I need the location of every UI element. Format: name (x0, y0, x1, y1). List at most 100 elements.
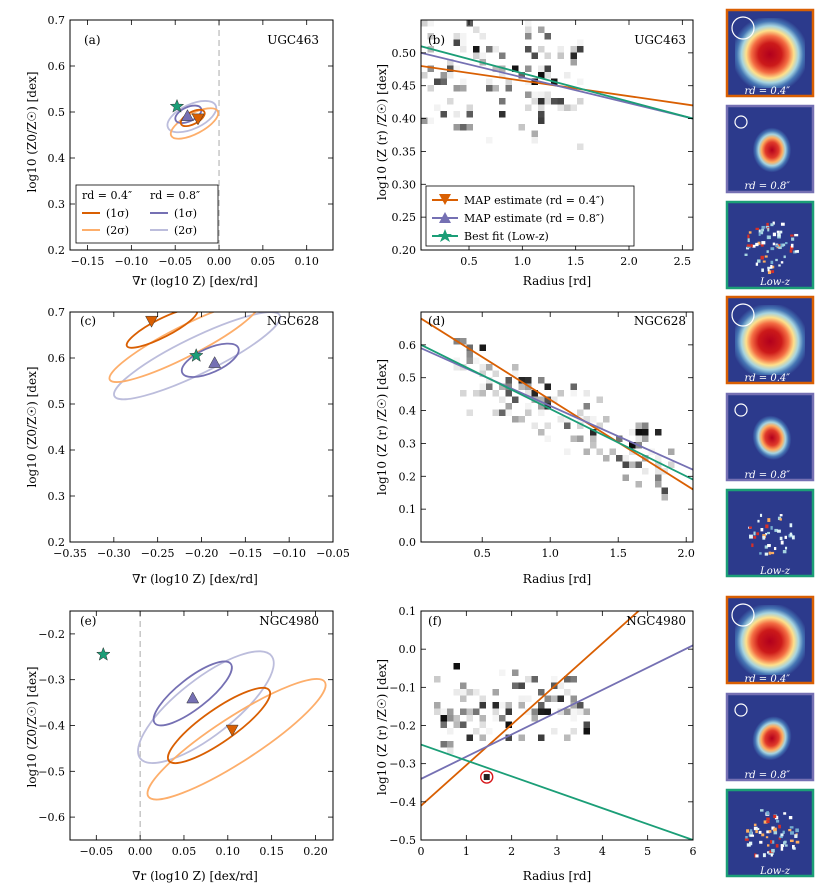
thumbnail-lowz-pixel (748, 526, 752, 529)
panel-f-xlabel: Radius [rd] (523, 869, 591, 883)
panel-b-density-cell (557, 104, 564, 111)
panel-d-density-cell (538, 429, 545, 436)
panel-b-density-cell (525, 46, 532, 53)
thumbnail-lowz-pixel (761, 225, 765, 229)
panel-e-xtick-label: −0.05 (79, 845, 113, 858)
panel-d-density-cell (512, 396, 519, 403)
panel-f-density-cell (512, 669, 519, 676)
panel-b-galaxy: UGC463 (634, 33, 686, 47)
panel-b-density-cell (427, 20, 434, 27)
thumbnail-lowz-pixel (784, 546, 788, 550)
legend-entry-bestfit: Best fit (Low-z) (464, 230, 549, 243)
thumbnail-lowz-pixel (780, 833, 784, 837)
thumbnail-lowz-pixel (777, 232, 781, 237)
thumbnail-lowz-pixel (766, 811, 769, 815)
thumbnail-lowz-pixel (761, 241, 766, 245)
thumbnail-psf-blob (735, 18, 805, 88)
thumbnail-lowz-pixel (784, 535, 787, 539)
thumbnail-lowz-pixel (758, 232, 761, 236)
panel-d-density-cell (466, 344, 473, 351)
panel-d-density-cell (661, 487, 668, 494)
panel-f-density-cell (473, 708, 480, 715)
panel-b-density-cell (525, 26, 532, 33)
panel-f-ytick-label: −0.1 (389, 681, 416, 694)
panel-d-density-cell (622, 474, 629, 481)
panel-f-density-cell (531, 676, 538, 683)
panel-d-ytick-label: 0.5 (399, 372, 417, 385)
thumbnail-lowz-pixel (770, 265, 773, 269)
panel-f-density-cell (564, 676, 571, 683)
thumbnail-lowz-pixel (785, 844, 788, 847)
panel-b-density-cell (571, 7, 578, 14)
panel-f-density-cell (570, 715, 577, 722)
panel-b-density-cell (440, 78, 447, 85)
panel-d-density-cell (479, 370, 486, 377)
thumbnail-lowz-pixel (782, 841, 786, 845)
panel-f-density-cell (564, 708, 571, 715)
panel-c-marker-star (188, 347, 204, 362)
panel-b-density-cell (421, 72, 428, 79)
panel-f-ytick-label: −0.2 (389, 720, 416, 733)
panel-b-label: (b) (428, 33, 445, 47)
panel-d-density-cell (525, 403, 532, 410)
panel-d-density-cell (538, 403, 545, 410)
thumbnail-lowz-pixel (759, 840, 763, 844)
thumbnail-lowz-pixel (757, 519, 760, 523)
psf-circle-icon (731, 603, 755, 627)
panel-b-ytick-label: 0.30 (392, 178, 417, 191)
panel-b-density-cell (447, 98, 454, 105)
panel-f-density-cell (466, 689, 473, 696)
panel-b-density-cell (564, 104, 571, 111)
panel-b-density-cell (460, 39, 467, 46)
thumbnail-lowz-pixel (767, 531, 771, 535)
panel-b-density-cell (531, 98, 538, 105)
thumbnail-lowz-pixel (795, 840, 800, 844)
thumbnail-lowz-pixel (749, 831, 753, 835)
panel-d-density-cell (583, 416, 590, 423)
thumbnail-lowz-pixel (767, 235, 771, 240)
panel-f-density-cell (512, 682, 519, 689)
panel-d-density-cell (538, 396, 545, 403)
panel-b-density-cell (486, 78, 493, 85)
panel-d-fit-line (421, 347, 693, 471)
panel-d-density-cell (505, 409, 512, 416)
panel-d-density-cell (577, 435, 584, 442)
thumbnail-lowz-pixel (796, 250, 799, 253)
panel-a-ytick-label: 0.7 (48, 14, 66, 27)
panel-d-density-cell (590, 435, 597, 442)
panel-d-density-cell (635, 429, 642, 436)
panel-d-density-cell (453, 357, 460, 364)
panel-f-density-cell (577, 708, 584, 715)
thumbnail-lowz-pixel (748, 231, 752, 234)
thumbnail-psf-blob (746, 410, 796, 466)
panel-d-density-cell (512, 364, 519, 371)
panel-d-density-cell (551, 396, 558, 403)
thumbnail-lowz-pixel (764, 255, 768, 258)
panel-b-density-cell (460, 124, 467, 131)
panel-b-ylabel: log10 (Z (r) /Z☉) [dex] (375, 64, 389, 200)
thumbnail-frame (725, 200, 815, 290)
panel-d-density-cell (479, 390, 486, 397)
panel-d-density-cell (622, 455, 629, 462)
thumbnail-lowz-pixel (774, 528, 778, 532)
panel-e-ytick-label: −0.2 (38, 628, 65, 641)
thumbnail-lowz-pixel (744, 838, 749, 841)
panel-d-galaxy: NGC628 (634, 314, 686, 328)
thumbnail-lowz-pixel (758, 830, 762, 834)
panel-d-density-cell (518, 416, 525, 423)
panel-c-plot: −0.35 −0.30 −0.25 −0.20 −0.15 −0.10 −0.05 0.2 0.… (48, 306, 350, 560)
panel-b-density-cell (564, 72, 571, 79)
panel-f-density-cell (479, 734, 486, 741)
thumbnail-lowz-pixel (771, 848, 775, 853)
thumbnail-lowz-pixel (774, 815, 779, 820)
panel-f-density-cell (440, 741, 447, 748)
panel-d-density-cell (538, 409, 545, 416)
thumbnail-frame (725, 692, 815, 782)
panel-c-ytick-label: 0.7 (48, 306, 66, 319)
panel-e-marker-tri-up (186, 691, 200, 704)
panel-b-density-cell (427, 85, 434, 92)
panel-f-density-cell (453, 721, 460, 728)
panel-d-density-cell (564, 416, 571, 423)
thumbnail-psf08 (725, 104, 815, 194)
thumbnail-lowz-pixel (760, 528, 764, 532)
